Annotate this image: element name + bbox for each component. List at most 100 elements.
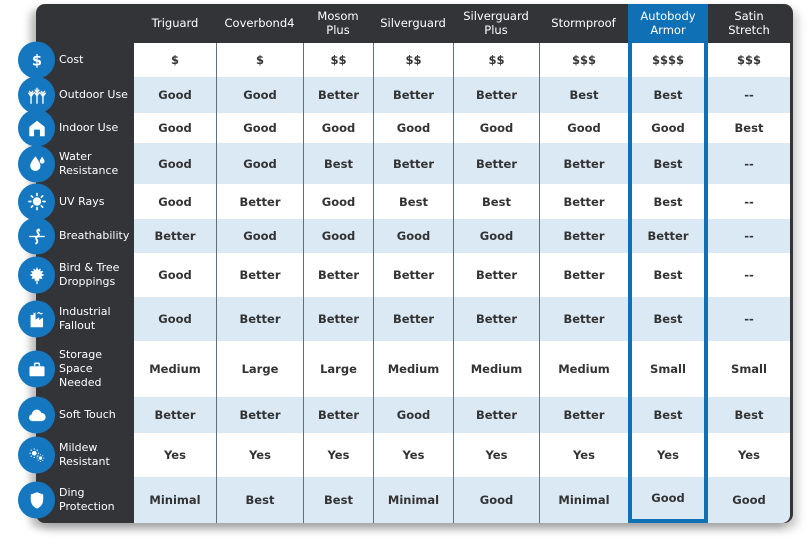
row-label-line: Ding — [59, 486, 85, 500]
row-label-line: Space — [59, 362, 93, 376]
svg-text:$: $ — [31, 52, 41, 69]
table-cell-water-resistance-silverguard: Better — [373, 143, 453, 184]
table-cell-bird-tree-droppings-triguard: Good — [134, 253, 216, 297]
table-cell-breathability-stormproof: Better — [539, 219, 628, 253]
table-cell-outdoor-use-silverguard: Better — [373, 77, 453, 113]
dollar-icon: $ — [18, 41, 55, 79]
row-label-mildew-resistant: Mildew Resistant — [18, 433, 134, 477]
row-label-line: Cost — [59, 53, 84, 67]
table-cell-water-resistance-autobody-armor: Best — [628, 143, 708, 184]
column-header-line: Silverguard — [463, 8, 529, 23]
table-cell-outdoor-use-satin-stretch: -- — [708, 77, 790, 113]
table-cell-water-resistance-stormproof: Better — [539, 143, 628, 184]
table-cell-water-resistance-silverguard-plus: Better — [453, 143, 539, 184]
table-cell-storage-space-needed-silverguard: Medium — [373, 341, 453, 397]
table-cell-uv-rays-silverguard-plus: Best — [453, 184, 539, 219]
row-label-line: Protection — [59, 500, 115, 513]
shield-icon — [18, 481, 55, 519]
table-cell-soft-touch-mosom-plus: Better — [303, 397, 373, 433]
table-cell-outdoor-use-autobody-armor: Best — [628, 77, 708, 113]
table-cell-industrial-fallout-mosom-plus: Better — [303, 297, 373, 341]
airflow-icon — [18, 217, 55, 255]
column-header-stormproof: Stormproof — [539, 4, 628, 43]
table-cell-ding-protection-coverbond4: Best — [216, 477, 303, 523]
table-cell-breathability-coverbond4: Good — [216, 219, 303, 253]
table-cell-mildew-resistant-mosom-plus: Yes — [303, 433, 373, 477]
table-cell-uv-rays-triguard: Good — [134, 184, 216, 219]
column-header-line: Coverbond4 — [224, 15, 295, 30]
table-cell-outdoor-use-mosom-plus: Better — [303, 77, 373, 113]
table-cell-cost-autobody-armor: $$$$ — [628, 43, 708, 77]
column-header-line: Plus — [326, 22, 350, 37]
table-cell-mildew-resistant-stormproof: Yes — [539, 433, 628, 477]
table-cell-industrial-fallout-silverguard: Better — [373, 297, 453, 341]
table-cell-indoor-use-stormproof: Good — [539, 113, 628, 143]
table-cell-uv-rays-silverguard: Best — [373, 184, 453, 219]
table-cell-storage-space-needed-mosom-plus: Large — [303, 341, 373, 397]
table-cell-bird-tree-droppings-coverbond4: Better — [216, 253, 303, 297]
row-label-line: Resistant — [59, 455, 110, 468]
house-icon — [18, 109, 55, 147]
table-cell-soft-touch-satin-stretch: Best — [708, 397, 790, 433]
comparison-table: Triguard Coverbond4 Mosom Plus Silverguard Si… — [18, 4, 793, 523]
table-cell-cost-triguard: $ — [134, 43, 216, 77]
table-cell-industrial-fallout-satin-stretch: -- — [708, 297, 790, 341]
table-cell-indoor-use-silverguard-plus: Good — [453, 113, 539, 143]
table-cell-indoor-use-silverguard: Good — [373, 113, 453, 143]
table-cell-ding-protection-mosom-plus: Best — [303, 477, 373, 523]
table-cell-indoor-use-satin-stretch: Best — [708, 113, 790, 143]
column-header-line: Stormproof — [551, 15, 616, 30]
table-cell-breathability-triguard: Better — [134, 219, 216, 253]
table-cell-industrial-fallout-stormproof: Better — [539, 297, 628, 341]
suitcase-icon — [18, 350, 55, 388]
table-cell-bird-tree-droppings-satin-stretch: -- — [708, 253, 790, 297]
table-cell-bird-tree-droppings-silverguard-plus: Better — [453, 253, 539, 297]
row-label-indoor-use: Indoor Use — [18, 109, 134, 147]
column-header-silverguard-plus: Silverguard Plus — [453, 4, 539, 43]
corner-cell — [36, 4, 134, 43]
table-cell-uv-rays-autobody-armor: Best — [628, 184, 708, 219]
row-label-line: Fallout — [59, 319, 96, 332]
table-cell-cost-silverguard: $$ — [373, 43, 453, 77]
row-label-line: Resistance — [59, 163, 119, 177]
table-cell-mildew-resistant-coverbond4: Yes — [216, 433, 303, 477]
table-cell-uv-rays-satin-stretch: -- — [708, 184, 790, 219]
table-cell-breathability-mosom-plus: Good — [303, 219, 373, 253]
row-label-outdoor-use: Outdoor Use — [18, 76, 134, 114]
table-cell-breathability-silverguard-plus: Good — [453, 219, 539, 253]
table-cell-indoor-use-coverbond4: Good — [216, 113, 303, 143]
column-header-line: Stretch — [728, 22, 770, 37]
table-cell-soft-touch-stormproof: Better — [539, 397, 628, 433]
table-cell-storage-space-needed-triguard: Medium — [134, 341, 216, 397]
table-cell-industrial-fallout-autobody-armor: Best — [628, 297, 708, 341]
maple-leaf-icon — [18, 256, 55, 294]
column-header-line: Armor — [650, 22, 686, 37]
row-label-line: Breathability — [59, 229, 130, 243]
table-cell-outdoor-use-coverbond4: Good — [216, 77, 303, 113]
row-label-line: Needed — [59, 375, 102, 389]
column-header-line: Plus — [484, 22, 508, 37]
table-cell-indoor-use-triguard: Good — [134, 113, 216, 143]
row-label-line: Mildew — [59, 441, 98, 455]
table-cell-breathability-autobody-armor: Better — [628, 219, 708, 253]
table-cell-ding-protection-autobody-armor: Good — [628, 477, 708, 523]
row-label-line: Outdoor Use — [59, 88, 128, 102]
table-cell-ding-protection-triguard: Minimal — [134, 477, 216, 523]
table-cell-soft-touch-silverguard: Good — [373, 397, 453, 433]
column-header-line: Satin — [734, 8, 764, 23]
table-cell-cost-stormproof: $$$ — [539, 43, 628, 77]
cloud-icon — [18, 396, 55, 434]
table-cell-industrial-fallout-coverbond4: Better — [216, 297, 303, 341]
row-label-cost: $ Cost — [18, 41, 134, 79]
row-label-storage-space-needed: Storage Space Needed — [18, 341, 134, 397]
table-cell-water-resistance-triguard: Good — [134, 143, 216, 184]
table-cell-uv-rays-mosom-plus: Good — [303, 184, 373, 219]
row-label-industrial-fallout: Industrial Fallout — [18, 297, 134, 341]
table-cell-storage-space-needed-stormproof: Medium — [539, 341, 628, 397]
row-label-line: Storage — [59, 348, 103, 362]
table-cell-industrial-fallout-triguard: Good — [134, 297, 216, 341]
table-cell-outdoor-use-triguard: Good — [134, 77, 216, 113]
table-cell-indoor-use-mosom-plus: Good — [303, 113, 373, 143]
table-cell-indoor-use-autobody-armor: Good — [628, 113, 708, 143]
factory-icon — [18, 300, 55, 338]
